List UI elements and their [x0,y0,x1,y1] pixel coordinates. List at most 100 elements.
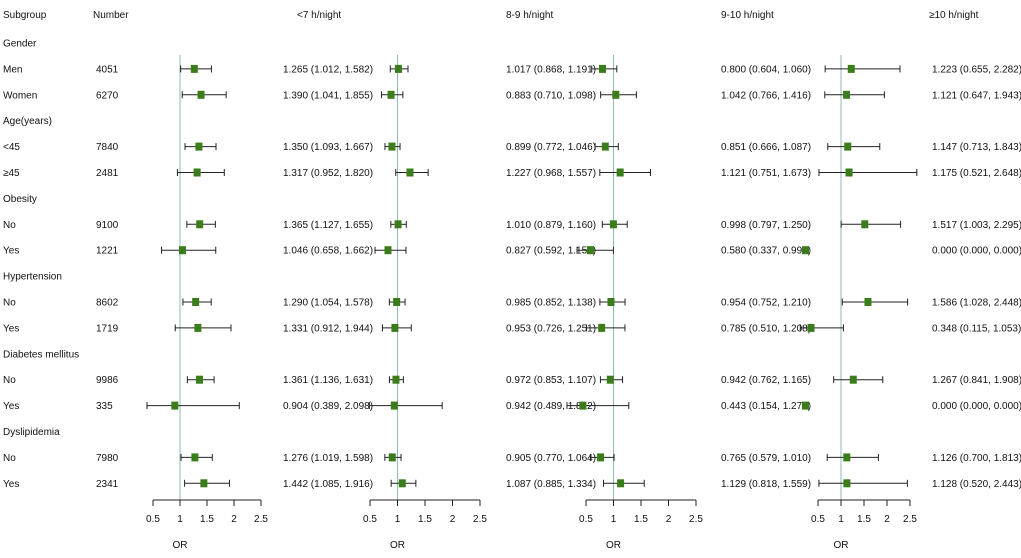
panel-2: 0.5 1 1.5 2 2.5 OR 1.017 (0.868, 1.191) 0.883 (… [363,55,596,551]
or-ci-label: 1.121 (0.647, 1.943) [932,90,1021,101]
or-marker [394,220,402,229]
or-marker [390,401,398,410]
x-tick-label: 2 [450,514,456,525]
or-ci-label: 1.350 (1.093, 1.667) [283,142,373,153]
group-label: Dyslipidemia [3,427,60,438]
or-marker [598,323,606,332]
or-ci-label: 0.899 (0.772, 1.046) [506,142,596,153]
or-ci-label: 0.785 (0.510, 1.208) [721,323,811,334]
or-marker [387,90,395,99]
or-ci-label: 0.942 (0.762, 1.165) [721,375,811,386]
header-panel-4: ≥10 h/night [929,10,979,21]
or-ci-label: 0.827 (0.592, 1.154) [506,246,596,257]
subgroup-label: No [3,453,16,464]
or-marker [178,246,186,255]
x-tick-label: 1.5 [634,514,648,525]
or-marker [586,246,594,255]
subgroup-label: Men [3,64,22,75]
or-ci-label: 0.800 (0.604, 1.060) [721,64,811,75]
or-ci-label: 1.223 (0.655, 2.282) [932,64,1021,75]
subgroup-number: 2341 [96,479,119,490]
or-marker [807,323,815,332]
or-ci-label: 0.443 (0.154, 1.278) [721,401,811,412]
or-marker [171,401,179,410]
or-marker [194,323,202,332]
or-ci-label: 1.126 (0.700, 1.813) [932,453,1021,464]
or-marker [606,375,614,384]
subgroup-label: Women [3,90,37,101]
or-marker [195,375,203,384]
or-ci-label: 1.121 (0.751, 1.673) [721,168,811,179]
or-marker [196,220,204,229]
or-ci-label: 0.985 (0.852, 1.138) [506,298,596,309]
or-ci-label: 1.331 (0.912, 1.944) [283,323,373,334]
or-ci-label: 1.128 (0.520, 2.443) [932,479,1021,490]
or-marker [802,401,809,410]
subgroup-label: <45 [3,142,20,153]
or-marker [195,142,203,151]
or-ci-label: 1.390 (1.041, 1.855) [283,90,373,101]
or-marker [190,64,198,73]
or-ci-label: 0.954 (0.752, 1.210) [721,298,811,309]
or-ci-label: 1.365 (1.127, 1.655) [283,220,373,231]
or-marker [200,479,208,488]
subgroup-number: 9100 [96,220,119,231]
or-marker [607,298,615,306]
subgroup-label: ≥45 [3,168,20,179]
or-marker [616,168,624,177]
panel-3: 0.5 1 1.5 2 2.5 OR 0.800 (0.604, 1.060) 1.042 (… [566,55,811,551]
or-marker [394,64,402,73]
group-label: Hypertension [3,272,62,283]
or-marker [388,453,396,462]
x-axis-title: OR [390,540,405,551]
subgroup-number: 4051 [96,64,119,75]
or-marker [579,401,587,410]
or-marker [192,298,200,306]
or-marker [197,90,205,99]
x-tick-label: 0.5 [579,514,593,525]
x-tick-label: 2 [884,514,890,525]
or-ci-label: 1.010 (0.879, 1.160) [506,220,596,231]
header-subgroup: Subgroup [3,10,47,21]
panel-4: 0.5 1 1.5 2 2.5 OR 1.223 (0.655, 2.282) 1.121 (… [799,55,1021,551]
subgroup-label: Yes [3,479,19,490]
subgroup-label: Yes [3,246,19,257]
or-marker [601,142,609,151]
x-tick-label: 1 [838,514,844,525]
group-label: Diabetes mellitus [3,349,79,360]
or-marker [617,479,625,488]
or-ci-label: 1.046 (0.658, 1.662) [283,246,373,257]
header-panel-3: 9-10 h/night [721,10,774,21]
or-ci-label: 0.953 (0.726, 1.251) [506,323,596,334]
or-ci-label: 1.267 (0.841, 1.908) [932,375,1021,386]
or-marker [384,246,392,255]
subgroup-number: 7840 [96,142,119,153]
subgroup-label: No [3,375,16,386]
subgroup-number: 1719 [96,323,119,334]
subgroup-number: 1221 [96,246,119,257]
subgroup-label: No [3,298,16,309]
subgroup-number: 2481 [96,168,119,179]
or-marker [597,453,605,462]
or-marker [599,64,606,73]
x-axis-title: OR [173,540,188,551]
or-ci-label: 0.000 (0.000, 0.000) [932,246,1021,257]
or-ci-label: 0.348 (0.115, 1.053) [932,323,1021,334]
or-ci-label: 0.904 (0.389, 2.098) [283,401,373,412]
or-ci-label: 1.017 (0.868, 1.191) [506,64,596,75]
or-marker [391,323,399,332]
or-marker [843,90,851,99]
or-marker [843,479,851,488]
or-marker [612,90,620,99]
or-marker [849,375,857,384]
or-ci-label: 1.129 (0.818, 1.559) [721,479,811,490]
x-tick-label: 1.5 [418,514,432,525]
or-ci-label: 1.586 (1.028, 2.448) [932,298,1021,309]
header-number: Number [93,10,129,21]
x-tick-label: 2 [666,514,672,525]
x-tick-label: 2.5 [473,514,487,525]
or-ci-label: 0.883 (0.710, 1.098) [506,90,596,101]
or-marker [864,298,872,306]
or-marker [609,220,617,229]
x-axis-title: OR [834,540,849,551]
